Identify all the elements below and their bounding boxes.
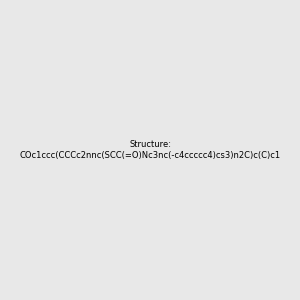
Text: Structure:
COc1ccc(CCCc2nnc(SCC(=O)Nc3nc(-c4ccccc4)cs3)n2C)c(C)c1: Structure: COc1ccc(CCCc2nnc(SCC(=O)Nc3nc…	[20, 140, 281, 160]
